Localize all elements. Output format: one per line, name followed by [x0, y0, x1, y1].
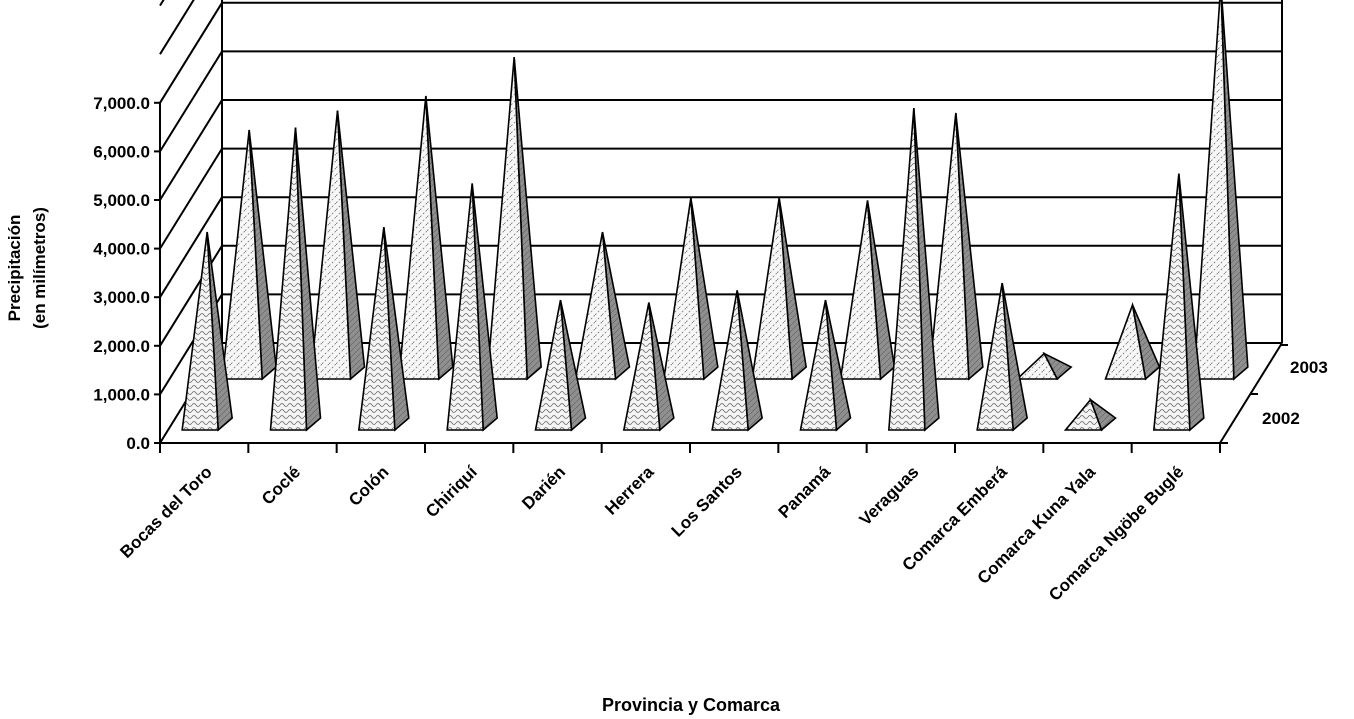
pyramid-2002-3: [446, 183, 499, 432]
y-axis-title-line1: Precipitación: [5, 215, 24, 322]
pyramid-2003-9: [1015, 351, 1073, 381]
pyramid-front-face: [887, 108, 926, 431]
pyramid-2002-10: [1063, 397, 1117, 432]
pyramid-front-face: [1015, 352, 1059, 380]
pyramid-2002-8: [887, 108, 940, 432]
pyramid-2003-1: [309, 110, 366, 381]
y-tick-label: 6,000.0: [93, 142, 150, 161]
pyramid-2002-4: [534, 299, 587, 432]
y-axis-title-line2: (en milímetros): [30, 207, 49, 329]
pyramid-2003-4: [574, 231, 631, 381]
pyramid-front-face: [799, 299, 838, 431]
pyramid-front-face: [446, 183, 485, 431]
pyramid-2003-0: [221, 129, 278, 381]
pyramid-2002-11: [1152, 173, 1205, 432]
x-tick-label: Coclé: [258, 462, 304, 508]
side-wall-line: [159, 196, 223, 298]
pyramid-front-face: [269, 127, 308, 431]
side-wall-line: [159, 148, 223, 250]
pyramid-front-face: [534, 299, 573, 431]
side-wall-line: [159, 0, 195, 55]
side-wall-line: [159, 2, 223, 104]
pyramid-front-face: [976, 282, 1015, 431]
y-tick-label: 3,000.0: [93, 288, 150, 307]
side-wall-line: [159, 99, 223, 201]
pyramid-front-face: [662, 197, 705, 380]
y-tick-label: 7,000.0: [93, 94, 150, 113]
series-label-2002: 2002: [1262, 409, 1300, 428]
x-axis-title: Provincia y Comarca: [602, 695, 781, 715]
pyramid-2002-6: [711, 290, 764, 432]
y-tick-label: 0.0: [126, 434, 150, 453]
pyramid-front-face: [711, 290, 750, 431]
pyramid-2002-5: [622, 302, 675, 432]
series-label-2003: 2003: [1290, 358, 1328, 377]
pyramid-2003-8: [927, 112, 984, 381]
x-tick-label: Herrera: [601, 462, 658, 519]
pyramid-front-face: [1063, 398, 1103, 431]
y-tick-label: 2,000.0: [93, 337, 150, 356]
pyramid-2002-9: [976, 282, 1029, 432]
pyramid-front-face: [751, 197, 794, 380]
pyramid-front-face: [221, 129, 264, 380]
y-tick-label: 1,000.0: [93, 385, 150, 404]
x-tick-label: Bocas del Toro: [116, 462, 215, 561]
x-tick-label: Colón: [345, 462, 392, 509]
pyramid-front-face: [574, 231, 617, 380]
pyramid-2003-5: [662, 197, 719, 381]
pyramid-2002-2: [357, 227, 410, 432]
pyramid-2002-1: [269, 127, 322, 432]
pyramid-front-face: [1192, 0, 1235, 380]
pyramid-2002-7: [799, 299, 852, 432]
pyramid-front-face: [357, 227, 396, 431]
pyramid-front-face: [486, 57, 528, 380]
pyramid-front-face: [309, 110, 352, 380]
pyramid-2003-2: [397, 95, 454, 381]
pyramid-front-face: [839, 200, 882, 380]
pyramid-2003-6: [751, 197, 808, 381]
pyramid-2003-11: [1192, 0, 1249, 381]
x-tick-label: Veraguas: [856, 462, 923, 529]
x-tick-label: Los Santos: [668, 462, 746, 540]
pyramid-2003-7: [839, 200, 896, 381]
pyramid-front-face: [1104, 301, 1147, 380]
y-tick-label: 5,000.0: [93, 191, 150, 210]
pyramid-front-face: [397, 95, 440, 380]
y-tick-label: 4,000.0: [93, 240, 150, 259]
x-tick-label: Panamá: [775, 462, 835, 522]
pyramid-front-face: [622, 302, 661, 431]
pyramid-front-face: [181, 231, 220, 431]
side-wall-line: [159, 50, 223, 152]
pyramid-2003-10: [1104, 301, 1161, 381]
pyramid-front-face: [927, 112, 970, 380]
x-tick-label: Chiriquí: [422, 461, 482, 521]
pyramid-2002-0: [181, 231, 234, 432]
pyramid-front-face: [1152, 173, 1191, 431]
x-tick-label: Darién: [518, 462, 569, 513]
pyramid-2003-3: [486, 57, 542, 381]
